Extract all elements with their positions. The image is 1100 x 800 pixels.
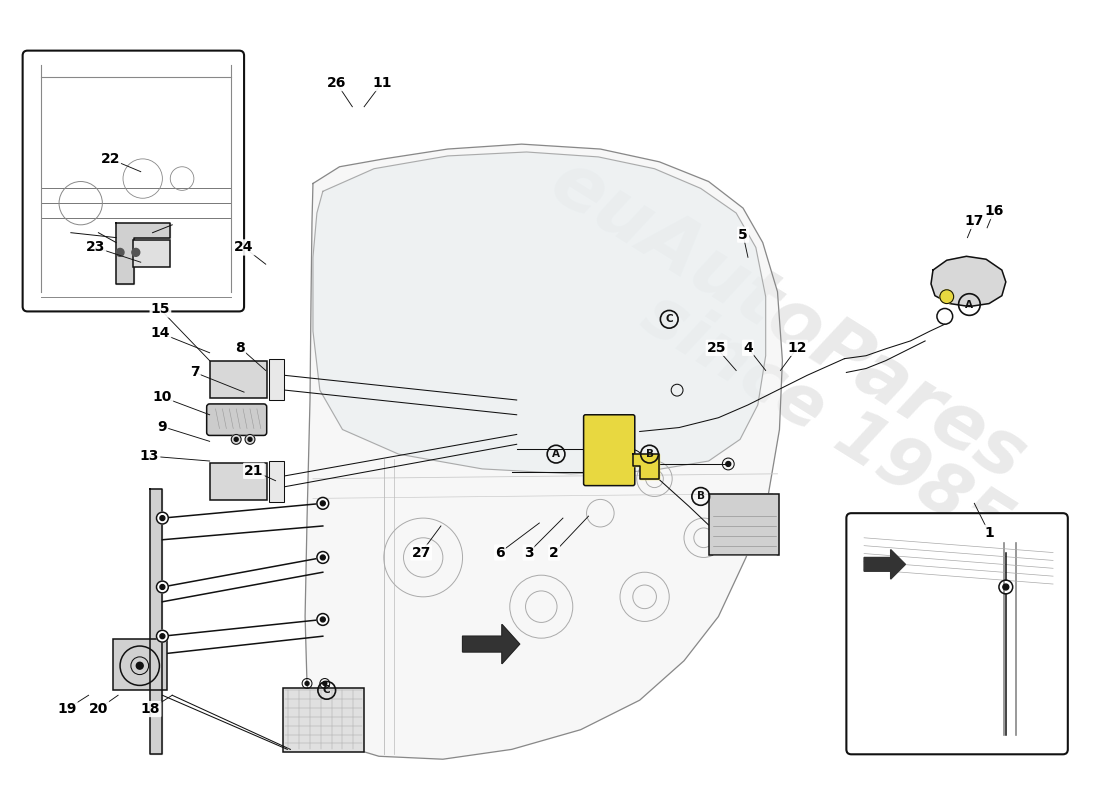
Text: 27: 27 (411, 546, 431, 559)
Bar (268, 358, 285, 400)
Circle shape (136, 662, 143, 669)
Text: 16: 16 (984, 204, 1003, 218)
Bar (268, 461, 285, 502)
Polygon shape (463, 624, 519, 664)
Text: 9: 9 (157, 419, 167, 434)
Polygon shape (632, 454, 659, 478)
Text: B: B (696, 491, 705, 502)
Text: since 1985: since 1985 (630, 280, 1023, 560)
Polygon shape (931, 256, 1005, 306)
Circle shape (305, 682, 309, 686)
Circle shape (156, 630, 168, 642)
Circle shape (117, 249, 124, 256)
Circle shape (245, 434, 255, 444)
Bar (708, 494, 780, 555)
Bar (284, 688, 364, 752)
Circle shape (1003, 584, 1009, 590)
Text: 1: 1 (984, 526, 994, 540)
Bar (210, 463, 266, 500)
Text: 14: 14 (151, 326, 170, 340)
Text: 15: 15 (151, 302, 170, 317)
Text: 20: 20 (89, 702, 108, 716)
Polygon shape (150, 489, 163, 754)
Bar (133, 239, 170, 267)
Text: 12: 12 (788, 341, 807, 355)
Text: 13: 13 (140, 449, 159, 463)
Text: 17: 17 (965, 214, 985, 228)
FancyBboxPatch shape (584, 414, 635, 486)
Circle shape (160, 634, 165, 638)
Text: 3: 3 (524, 546, 534, 559)
Text: 4: 4 (744, 341, 752, 355)
Circle shape (156, 581, 168, 593)
FancyBboxPatch shape (207, 404, 266, 435)
Circle shape (320, 555, 326, 560)
Circle shape (156, 512, 168, 524)
Text: 11: 11 (372, 76, 392, 90)
Text: 5: 5 (738, 228, 748, 242)
Circle shape (317, 551, 329, 563)
Polygon shape (865, 550, 905, 579)
Text: 10: 10 (153, 390, 172, 404)
Text: 6: 6 (495, 546, 505, 559)
Text: 19: 19 (57, 702, 77, 716)
Text: 25: 25 (706, 341, 726, 355)
Circle shape (317, 498, 329, 510)
Bar (210, 361, 266, 398)
Text: 18: 18 (141, 702, 161, 716)
Polygon shape (314, 152, 766, 474)
Circle shape (322, 682, 327, 686)
Circle shape (248, 438, 252, 442)
Circle shape (234, 438, 239, 442)
Polygon shape (117, 223, 170, 284)
Bar (113, 639, 167, 690)
Text: 8: 8 (235, 341, 245, 355)
Circle shape (726, 462, 730, 466)
Text: 2: 2 (549, 546, 559, 559)
Text: A: A (552, 449, 560, 459)
Circle shape (231, 434, 241, 444)
Text: B: B (646, 449, 653, 459)
Circle shape (160, 585, 165, 590)
Text: 22: 22 (100, 152, 120, 166)
Text: 26: 26 (327, 76, 346, 90)
Circle shape (320, 617, 326, 622)
Circle shape (160, 516, 165, 521)
Text: C: C (666, 314, 673, 324)
Text: 7: 7 (190, 366, 200, 379)
Text: 24: 24 (234, 241, 254, 254)
FancyBboxPatch shape (23, 50, 244, 311)
Circle shape (132, 249, 140, 256)
Text: 23: 23 (86, 241, 106, 254)
Circle shape (320, 501, 326, 506)
Text: 21: 21 (244, 464, 264, 478)
Circle shape (939, 290, 954, 303)
Circle shape (317, 614, 329, 626)
FancyBboxPatch shape (846, 513, 1068, 754)
Text: A: A (966, 299, 974, 310)
Text: C: C (323, 686, 331, 695)
Polygon shape (305, 144, 782, 759)
Text: euAutoPares: euAutoPares (536, 145, 1038, 498)
